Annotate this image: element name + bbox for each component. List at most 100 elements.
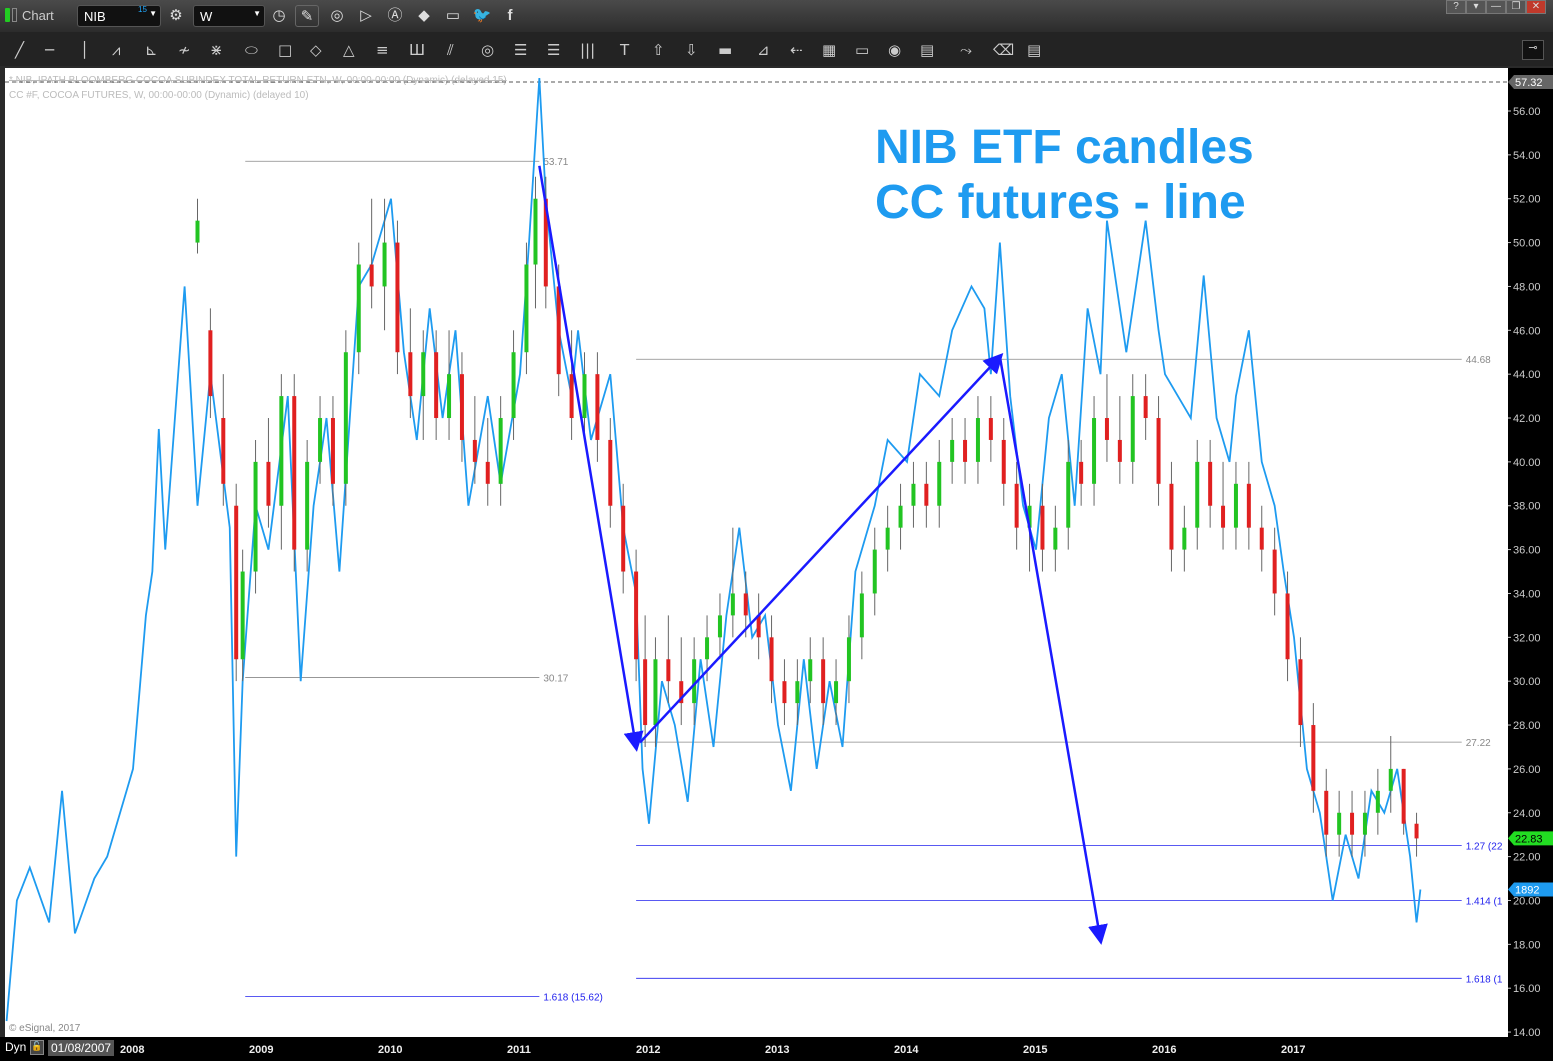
toolbar-diamond-tool-icon: ◇ <box>310 41 322 59</box>
candle-body <box>756 615 761 638</box>
candle-body <box>988 418 993 440</box>
candle-body <box>208 330 213 397</box>
candle-body <box>1066 461 1071 528</box>
clock-icon[interactable]: ◷ <box>272 7 286 24</box>
y-tick-label: 40.00 <box>1513 457 1541 469</box>
minimize-button[interactable]: — <box>1486 0 1506 14</box>
candle-body <box>472 439 477 462</box>
help-button[interactable]: ? <box>1446 0 1466 14</box>
toolbar-horizontal-line-tool-icon: ─ <box>44 41 55 59</box>
candle-body <box>556 286 561 375</box>
symbol-input[interactable]: NIB 15 ▼ <box>77 5 161 27</box>
candle-body <box>1285 593 1290 660</box>
y-tick-label: 44.00 <box>1513 369 1541 381</box>
drawing-toolbar <box>0 32 1553 66</box>
nib-last-price-marker-bg <box>1508 831 1553 846</box>
toolbar-triangle-tool-icon: △ <box>343 41 355 59</box>
y-tick-label: 26.00 <box>1513 764 1541 776</box>
candle-body <box>1375 790 1380 813</box>
candle-body <box>1362 812 1367 835</box>
candle-body <box>634 571 639 660</box>
pencil-icon[interactable]: ✎ <box>295 5 319 27</box>
candle-body <box>1246 483 1251 528</box>
comment-icon[interactable]: ▭ <box>445 7 461 24</box>
candle-body <box>595 374 600 440</box>
symbol-value: NIB <box>84 9 106 24</box>
candle-body <box>253 461 258 572</box>
toolbar-gann-fan-tool-icon: ⋇ <box>210 41 223 59</box>
maximize-button[interactable]: ❐ <box>1506 0 1526 14</box>
toolbar-eraser-tool-icon: ⤳ <box>960 41 972 59</box>
play-icon[interactable]: ▷ <box>360 7 372 24</box>
fib-level-label: 30.17 <box>543 673 568 684</box>
trend-arrow <box>998 356 1108 945</box>
candle-body <box>834 681 839 704</box>
candle-body <box>1117 439 1122 462</box>
candle-body <box>1388 768 1393 791</box>
candle-body <box>717 615 722 638</box>
fib-level-label: 27.22 <box>1466 738 1491 749</box>
candle-body <box>195 220 200 243</box>
candle-body <box>963 439 968 462</box>
time-axis[interactable]: Dyn 🔓 01/08/2007 <box>0 1037 1553 1061</box>
lock-icon[interactable]: 🔓 <box>30 1040 44 1055</box>
annotation-line-1: NIB ETF candles <box>875 121 1254 174</box>
candle-body <box>1221 505 1226 528</box>
alert-icon[interactable]: Ⓐ <box>387 7 403 24</box>
link-icon-2[interactable] <box>12 8 17 22</box>
y-tick-label: 32.00 <box>1513 632 1541 644</box>
close-button[interactable]: ✕ <box>1526 0 1546 14</box>
price-axis[interactable] <box>1508 68 1553 1037</box>
twitter-icon[interactable]: 🐦 <box>472 7 492 24</box>
toolbar-text-tool-icon: ||| <box>580 41 595 59</box>
y-tick-label: 50.00 <box>1513 238 1541 250</box>
pin-icon[interactable]: ⊸ <box>1522 40 1544 60</box>
toolbar-magnet-tool-icon: ▤ <box>1027 41 1041 59</box>
fib-level-label: 1.27 (22 <box>1466 842 1503 853</box>
interval-select[interactable]: W ▼ <box>193 5 265 27</box>
y-tick-label: 38.00 <box>1513 501 1541 513</box>
settings-gear-icon[interactable]: ⚙ <box>169 7 183 24</box>
candle-body <box>666 659 671 682</box>
candle-body <box>524 264 529 353</box>
x-tick-label: 2015 <box>1023 1044 1047 1056</box>
menu-button[interactable]: ▾ <box>1466 0 1486 14</box>
y-tick-label: 18.00 <box>1513 939 1541 951</box>
toolbar-channel-tool-icon: ⫽ <box>446 41 454 59</box>
candle-body <box>356 264 361 353</box>
candle-body <box>511 352 516 419</box>
y-tick-label: 36.00 <box>1513 545 1541 557</box>
link-chain-icon[interactable]: ◆ <box>418 7 430 24</box>
study-icon[interactable]: ◎ <box>330 7 344 24</box>
candle-body <box>305 461 310 550</box>
link-icon[interactable] <box>5 8 10 22</box>
y-tick-label: 24.00 <box>1513 808 1541 820</box>
candle-body <box>498 418 503 484</box>
candle-body <box>679 681 684 704</box>
x-tick-label: 2008 <box>120 1044 144 1056</box>
y-tick-label: 42.00 <box>1513 413 1541 425</box>
candle-body <box>434 352 439 419</box>
candle-body <box>950 439 955 462</box>
candle-body <box>1259 527 1264 550</box>
candle-body <box>1195 461 1200 528</box>
toolbar-pitchfork-tool-icon: ≁ <box>178 41 191 59</box>
candle-body <box>608 439 613 506</box>
toolbar-grid-tool-icon: ⇠ <box>790 41 803 59</box>
toolbar-zigzag-tool-icon: ⩘ <box>112 41 120 59</box>
annotation-line-2: CC futures - line <box>875 176 1246 229</box>
candle-body <box>692 659 697 704</box>
high-price-marker: 57.32 <box>1515 77 1543 89</box>
toolbar-mob-tool-icon: ▦ <box>822 41 836 59</box>
candle-body <box>937 461 942 506</box>
trend-arrow <box>538 165 644 752</box>
candle-body <box>1311 725 1316 791</box>
facebook-icon[interactable]: f <box>507 7 513 24</box>
candle-body <box>240 571 245 660</box>
candle-body <box>924 483 929 506</box>
candle-body <box>846 637 851 682</box>
toolbar-arrow-down-tool-icon: ⇧ <box>652 41 665 59</box>
candle-body <box>343 352 348 484</box>
candle-body <box>395 242 400 353</box>
copyright: © eSignal, 2017 <box>9 1023 81 1034</box>
